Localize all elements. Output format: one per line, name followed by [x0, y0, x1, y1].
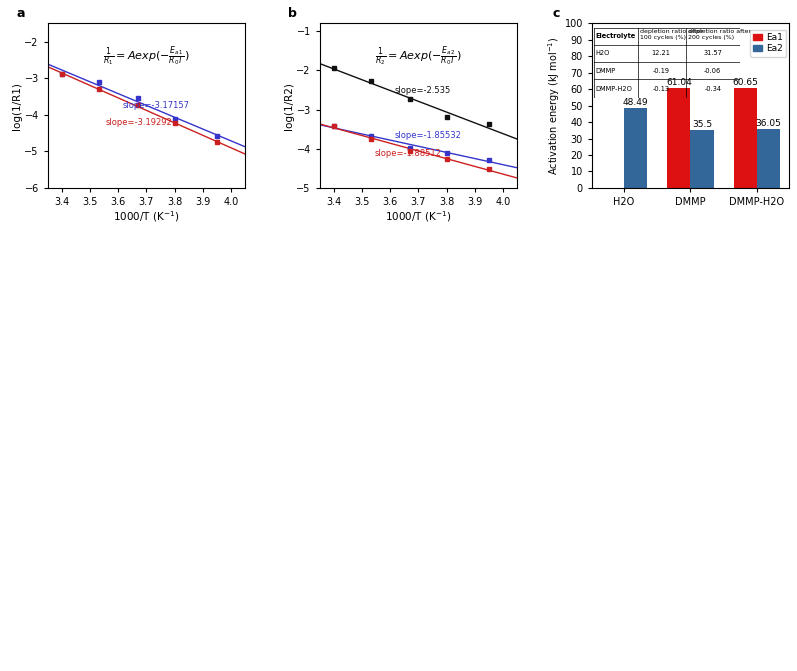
- Legend: Ea1, Ea2: Ea1, Ea2: [750, 30, 787, 56]
- Y-axis label: Activation energy (kJ mol$^{-1}$): Activation energy (kJ mol$^{-1}$): [546, 36, 562, 175]
- Text: 48.49: 48.49: [623, 99, 649, 107]
- Text: 60.65: 60.65: [732, 79, 758, 87]
- Bar: [624, 108, 647, 188]
- Y-axis label: log(1/R1): log(1/R1): [12, 82, 22, 130]
- Text: c: c: [552, 7, 559, 20]
- Y-axis label: log(1/R2): log(1/R2): [284, 82, 293, 130]
- Text: 61.04: 61.04: [666, 78, 692, 87]
- Text: slope=-1.85532: slope=-1.85532: [395, 131, 461, 140]
- Text: $\frac{1}{R_2} = Aexp(-\frac{E_{a2}}{R_0T})$: $\frac{1}{R_2} = Aexp(-\frac{E_{a2}}{R_0…: [375, 44, 461, 68]
- Text: slope=-2.535: slope=-2.535: [395, 86, 451, 95]
- Bar: [667, 87, 690, 188]
- Text: 36.05: 36.05: [756, 119, 781, 127]
- Text: b: b: [289, 7, 297, 20]
- X-axis label: 1000/T (K$^{-1}$): 1000/T (K$^{-1}$): [385, 209, 452, 225]
- Text: 35.5: 35.5: [692, 119, 713, 129]
- Text: a: a: [16, 7, 25, 20]
- Bar: [690, 130, 713, 188]
- Bar: [757, 129, 780, 188]
- Text: $\frac{1}{R_1} = Aexp(-\frac{E_{a1}}{R_0T})$: $\frac{1}{R_1} = Aexp(-\frac{E_{a1}}{R_0…: [103, 44, 190, 68]
- Text: slope=-3.17157: slope=-3.17157: [123, 101, 190, 109]
- X-axis label: 1000/T (K$^{-1}$): 1000/T (K$^{-1}$): [113, 209, 179, 225]
- Text: slope=-1.88512: slope=-1.88512: [375, 149, 442, 158]
- Text: slope=-3.19292: slope=-3.19292: [105, 118, 172, 127]
- Bar: [733, 88, 757, 188]
